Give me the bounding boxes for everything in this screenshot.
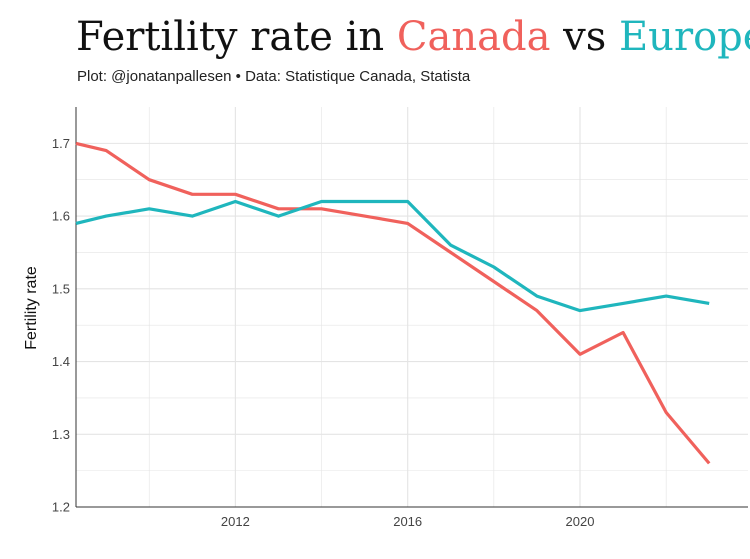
y-tick-label: 1.5	[52, 281, 70, 296]
series-lines	[75, 141, 711, 465]
y-tick-label: 1.3	[52, 427, 70, 442]
major-gridlines	[76, 107, 748, 508]
y-tick-labels: 1.2 1.3 1.4 1.5 1.6 1.7	[52, 136, 70, 515]
y-axis-title: Fertility rate	[23, 266, 40, 350]
title-europe: Europe	[618, 14, 750, 60]
minor-gridlines	[76, 107, 748, 507]
chart-subtitle: Plot: @jonatanpallesen • Data: Statistiq…	[77, 68, 471, 85]
x-tick-label: 2012	[221, 514, 250, 529]
y-tick-label: 1.2	[52, 500, 70, 515]
title-middle: vs	[550, 14, 619, 60]
y-tick-label: 1.7	[52, 136, 70, 151]
series-line-canada	[75, 141, 711, 465]
axes	[75, 107, 748, 508]
y-tick-label: 1.6	[52, 209, 70, 224]
y-tick-label: 1.4	[52, 354, 70, 369]
x-tick-label: 2020	[566, 514, 595, 529]
x-tick-labels: 2012 2016 2020	[221, 514, 595, 529]
chart-title: Fertility rate in Canada vs Europe	[76, 14, 750, 60]
x-tick-label: 2016	[393, 514, 422, 529]
title-prefix: Fertility rate in	[76, 14, 397, 60]
title-canada: Canada	[396, 14, 551, 60]
series-line-europe	[75, 199, 710, 313]
